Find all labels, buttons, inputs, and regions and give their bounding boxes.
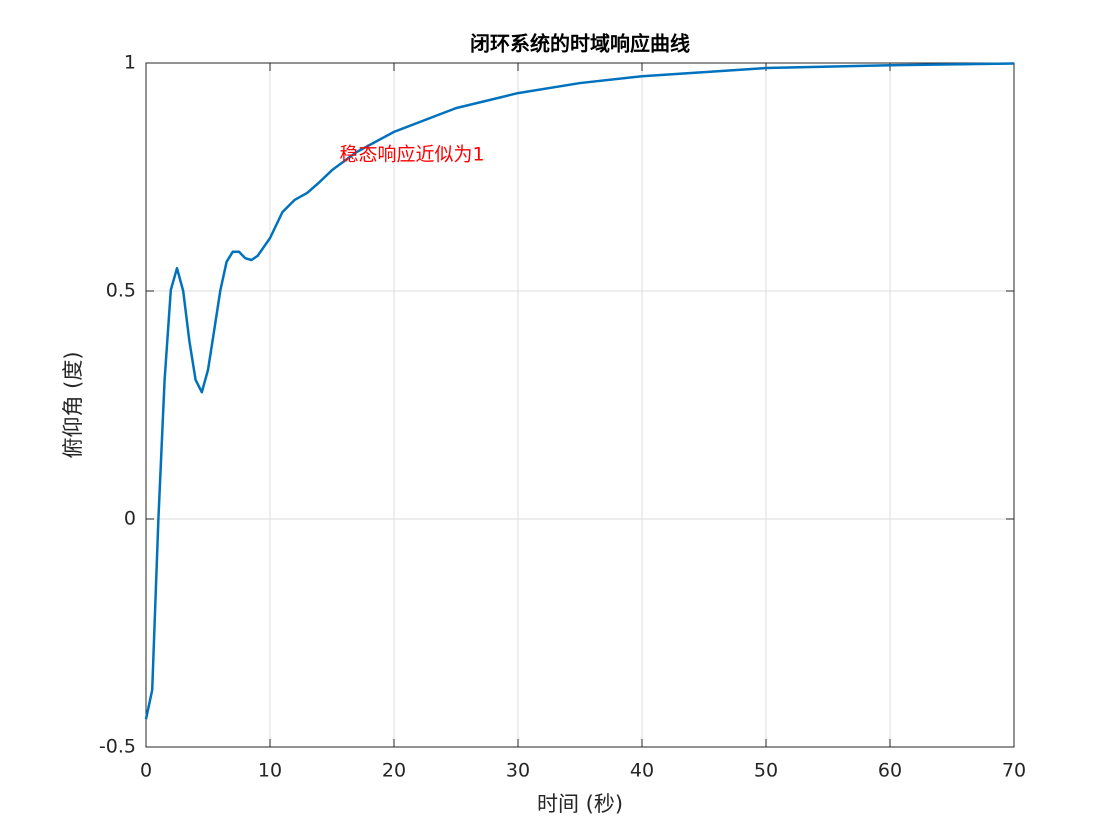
y-axis-label: 俯仰角 (度) xyxy=(61,351,85,458)
y-tick-label: -0.5 xyxy=(99,736,136,758)
line xyxy=(144,62,1015,720)
y-tick-label: 0.5 xyxy=(106,280,136,302)
x-tick-label: 30 xyxy=(506,760,530,782)
x-tick-label: 50 xyxy=(754,760,778,782)
x-tick-label: 20 xyxy=(382,760,406,782)
annotation: 稳态响应近似为1 xyxy=(339,144,484,166)
x-tick-label: 60 xyxy=(878,760,902,782)
chart-title: 闭环系统的时域响应曲线 xyxy=(470,32,690,56)
x-tick-label: 0 xyxy=(140,760,152,782)
plot-frame xyxy=(145,62,1015,748)
x-tick-label: 70 xyxy=(1002,760,1026,782)
x-tick-label: 40 xyxy=(630,760,654,782)
y-tick-label: 1 xyxy=(124,52,136,74)
x-axis-label: 时间 (秒) xyxy=(537,792,623,816)
x-tick-label: 10 xyxy=(258,760,282,782)
y-tick-label: 0 xyxy=(124,508,136,530)
